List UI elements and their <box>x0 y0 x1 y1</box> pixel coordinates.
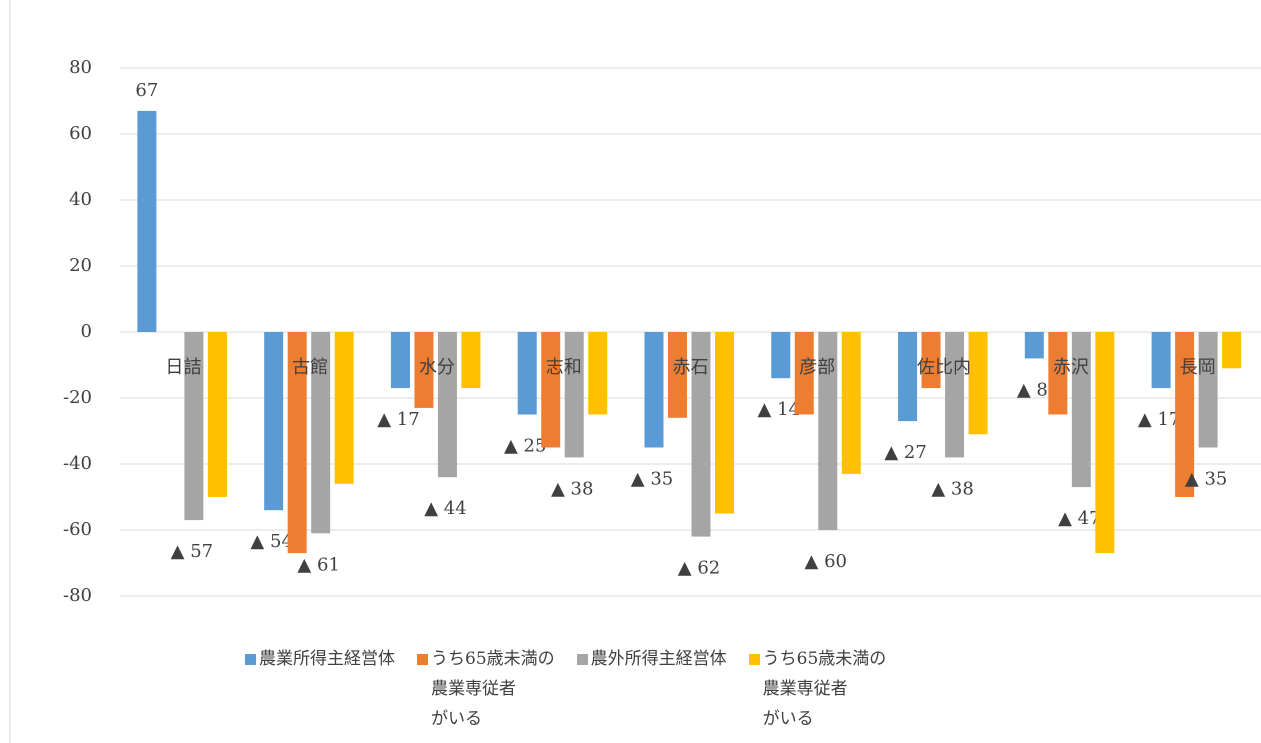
bar <box>771 332 791 379</box>
data-label: ▲ 27 <box>884 442 926 463</box>
data-label: ▲ 60 <box>805 551 847 572</box>
bar <box>968 332 988 435</box>
legend-item: うち65歳未満の 農業専従者 がいる <box>417 648 555 734</box>
bar <box>517 332 537 415</box>
bar <box>414 332 434 408</box>
data-label: ▲ 38 <box>931 478 973 499</box>
data-label: ▲ 62 <box>678 558 720 579</box>
data-label: ▲ 38 <box>551 478 593 499</box>
bar <box>1151 332 1171 389</box>
x-tick-label: 志和 <box>546 357 582 378</box>
data-label: ▲ 35 <box>1185 469 1227 490</box>
data-label: ▲ 35 <box>631 469 673 490</box>
y-tick-label: -60 <box>63 519 92 540</box>
y-tick-label: 80 <box>69 57 92 78</box>
x-tick-label: 日詰 <box>165 357 201 378</box>
data-label: ▲ 17 <box>1138 409 1180 430</box>
legend-label: 農外所得主経営体 <box>590 649 727 669</box>
x-tick-label: 長岡 <box>1180 357 1216 378</box>
bar <box>691 332 711 537</box>
bar <box>1048 332 1068 415</box>
legend-item: 農業所得主経営体 <box>245 648 395 734</box>
x-tick-label: 水分 <box>419 357 455 378</box>
legend-item: うち65歳未満の 農業専従者 がいる <box>748 648 886 734</box>
x-tick-label: 赤石 <box>673 357 709 378</box>
y-tick-label: -80 <box>63 585 92 606</box>
y-tick-label: 0 <box>81 321 92 342</box>
data-label: ▲ 44 <box>424 498 466 519</box>
legend-label: うち65歳未満の 農業専従者 がいる <box>762 649 887 729</box>
data-label: ▲ 14 <box>758 399 800 420</box>
bar <box>668 332 687 418</box>
bar <box>945 332 965 458</box>
y-tick-label: -40 <box>63 453 92 474</box>
bar <box>921 332 941 389</box>
bar <box>437 332 457 478</box>
y-tick-label: 60 <box>69 123 92 144</box>
bar <box>390 332 410 389</box>
bar <box>287 332 307 554</box>
bar <box>1095 332 1115 554</box>
x-tick-label: 赤沢 <box>1053 357 1089 378</box>
data-label: ▲ 8 <box>1017 379 1048 400</box>
bar <box>898 332 918 422</box>
x-tick-label: 古館 <box>292 357 328 378</box>
legend-label: 農業所得主経営体 <box>259 649 395 669</box>
bar <box>794 332 814 415</box>
y-tick-label: -20 <box>63 387 92 408</box>
bar <box>264 332 284 511</box>
bar <box>1071 332 1091 488</box>
x-tick-label: 彦部 <box>799 357 835 378</box>
data-label: ▲ 61 <box>297 554 339 575</box>
bar <box>841 332 861 474</box>
bar <box>311 332 331 534</box>
bar <box>715 332 734 514</box>
bar <box>818 332 838 530</box>
legend-swatch <box>748 654 760 665</box>
data-label: ▲ 57 <box>171 541 213 562</box>
legend: 農業所得主経営体 うち65歳未満の 農業専従者 がいる 農外所得主経営体 うち65歳未… <box>245 648 886 734</box>
legend-swatch <box>576 654 588 665</box>
data-label: 67 <box>135 80 158 101</box>
bar <box>184 332 204 521</box>
legend-swatch <box>245 654 256 665</box>
bar <box>588 332 608 415</box>
data-label: ▲ 25 <box>504 436 546 457</box>
y-tick-label: 40 <box>69 189 92 210</box>
data-label: ▲ 47 <box>1058 508 1100 529</box>
legend-item: 農外所得主経営体 <box>576 648 727 734</box>
legend-swatch <box>417 654 428 665</box>
legend-label: うち65歳未満の 農業専従者 がいる <box>431 649 555 729</box>
bar <box>541 332 561 448</box>
data-label: ▲ 17 <box>377 409 419 430</box>
bar <box>564 332 584 458</box>
bar <box>137 110 157 333</box>
bar <box>1175 332 1195 497</box>
bar <box>644 332 664 448</box>
bar <box>334 332 354 484</box>
bar <box>207 332 227 497</box>
bar <box>1222 332 1242 369</box>
bar <box>461 332 481 389</box>
x-tick-label: 佐比内 <box>917 357 971 378</box>
bar <box>1198 332 1218 448</box>
data-label: ▲ 54 <box>250 531 292 552</box>
y-tick-label: 20 <box>69 255 92 276</box>
bar <box>1024 332 1044 359</box>
